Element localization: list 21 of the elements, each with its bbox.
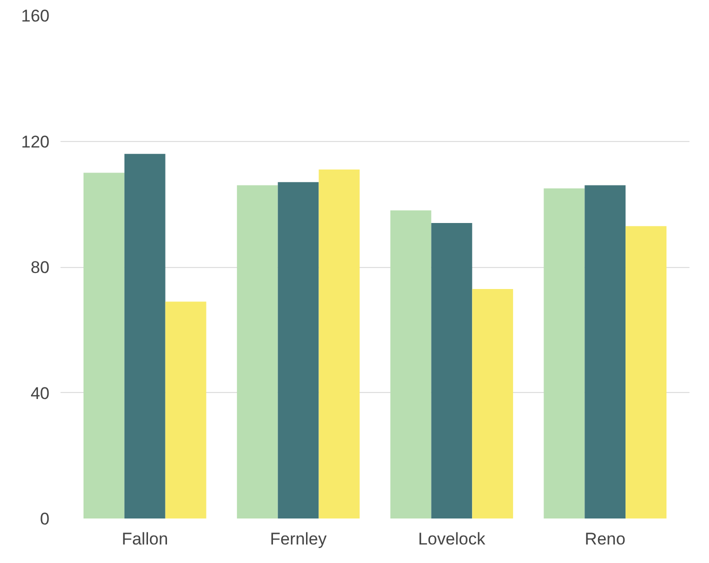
bar (472, 289, 514, 518)
x-tick-label: Fallon (122, 530, 168, 548)
y-tick-label: 160 (21, 6, 50, 26)
bar (318, 170, 360, 518)
bar (431, 222, 472, 518)
bar (390, 210, 432, 518)
bar (278, 182, 319, 518)
y-tick-label: 0 (40, 510, 50, 528)
y-tick-label: 80 (30, 258, 50, 277)
x-tick-label: Fernley (270, 530, 328, 548)
x-tick-label: Lovelock (418, 530, 486, 548)
bar (584, 185, 626, 518)
bar (236, 185, 278, 518)
bar (84, 172, 124, 518)
y-tick-label: 120 (21, 132, 50, 152)
y-tick-label: 40 (30, 384, 50, 403)
x-tick-label: Reno (584, 530, 626, 548)
bar (165, 302, 206, 518)
bar (544, 188, 585, 518)
bar (124, 154, 166, 518)
bar (626, 226, 666, 518)
